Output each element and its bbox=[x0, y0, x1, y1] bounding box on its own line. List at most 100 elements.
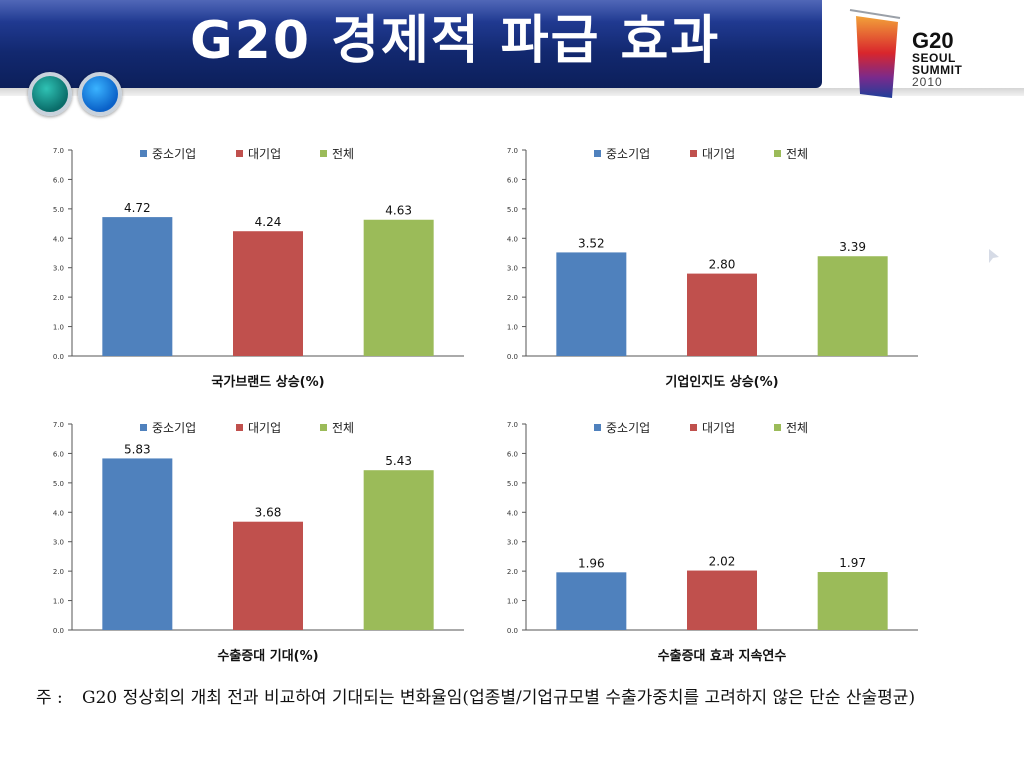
y-tick-label: 6.0 bbox=[53, 450, 64, 458]
y-tick-label: 3.0 bbox=[507, 265, 518, 273]
data-label: 2.80 bbox=[709, 258, 736, 272]
bar-3 bbox=[363, 470, 434, 630]
y-tick-label: 2.0 bbox=[507, 568, 518, 576]
bar-2 bbox=[233, 521, 303, 630]
data-label: 1.97 bbox=[839, 556, 866, 570]
data-label: 3.39 bbox=[839, 240, 866, 254]
footnote-mark: 주 : bbox=[36, 688, 63, 708]
legend-swatch bbox=[594, 150, 601, 157]
y-tick-label: 5.0 bbox=[53, 480, 64, 488]
y-tick-label: 2.0 bbox=[507, 294, 518, 302]
bar-1 bbox=[556, 572, 627, 630]
legend-swatch bbox=[774, 424, 781, 431]
teal-circle-icon bbox=[28, 72, 72, 116]
legend-swatch bbox=[236, 150, 243, 157]
g20-logo: G20 SEOUL SUMMIT 2010 bbox=[842, 8, 1018, 104]
y-tick-label: 2.0 bbox=[53, 294, 64, 302]
data-label: 4.63 bbox=[385, 204, 412, 218]
chart-recognition: 0.0 1.0 2.0 3.0 4.0 5.0 6.0 7.0 3.52 2.80 3.39 중소기업… bbox=[507, 147, 918, 390]
legend-swatch bbox=[690, 424, 697, 431]
legend-label: 중소기업 bbox=[606, 421, 650, 435]
y-tick-label: 4.0 bbox=[53, 235, 64, 243]
logo-text: G20 SEOUL SUMMIT 2010 bbox=[912, 28, 963, 89]
small-pointer-icon bbox=[989, 249, 999, 263]
legend-swatch bbox=[774, 150, 781, 157]
legend-swatch bbox=[140, 150, 147, 157]
legend-label: 전체 bbox=[786, 147, 808, 161]
y-tick-label: 0.0 bbox=[507, 627, 518, 635]
legend-label: 전체 bbox=[332, 421, 354, 435]
bar-1 bbox=[102, 458, 173, 630]
chart-export-years: 0.0 1.0 2.0 3.0 4.0 5.0 6.0 7.0 1.96 2.02 1.97 중소기업… bbox=[507, 421, 918, 664]
data-label: 4.72 bbox=[124, 201, 151, 215]
legend-swatch bbox=[594, 424, 601, 431]
y-tick-label: 5.0 bbox=[53, 206, 64, 214]
data-label: 1.96 bbox=[578, 556, 605, 570]
header-divider bbox=[0, 88, 1024, 96]
y-tick-label: 1.0 bbox=[53, 598, 64, 606]
legend-label: 대기업 bbox=[248, 147, 281, 161]
data-label: 3.52 bbox=[578, 236, 605, 250]
data-label: 5.43 bbox=[385, 454, 412, 468]
blue-circle-icon bbox=[78, 72, 122, 116]
y-tick-label: 5.0 bbox=[507, 206, 518, 214]
data-label: 5.83 bbox=[124, 442, 151, 456]
chart-export-expect: 0.0 1.0 2.0 3.0 4.0 5.0 6.0 7.0 5.83 3.68 5.43 중소기업… bbox=[53, 421, 464, 664]
y-tick-label: 2.0 bbox=[53, 568, 64, 576]
flame-icon bbox=[849, 9, 901, 98]
legend-swatch bbox=[320, 424, 327, 431]
logo-year: 2010 bbox=[912, 75, 943, 89]
bar-1 bbox=[556, 252, 627, 356]
y-tick-label: 6.0 bbox=[507, 176, 518, 184]
y-tick-label: 0.0 bbox=[53, 353, 64, 361]
legend-label: 대기업 bbox=[702, 147, 735, 161]
data-label: 3.68 bbox=[255, 506, 282, 520]
chart-title: 기업인지도 상승(%) bbox=[665, 374, 778, 390]
footnote-text: G20 정상회의 개최 전과 비교하여 기대되는 변화율임(업종별/기업규모별 … bbox=[82, 688, 916, 708]
y-tick-label: 7.0 bbox=[53, 421, 64, 429]
legend-label: 대기업 bbox=[248, 421, 281, 435]
charts-area bbox=[32, 134, 952, 668]
y-tick-label: 4.0 bbox=[507, 509, 518, 517]
chart-title: 국가브랜드 상승(%) bbox=[211, 374, 324, 390]
legend-label: 전체 bbox=[786, 421, 808, 435]
legend-label: 중소기업 bbox=[606, 147, 650, 161]
y-tick-label: 0.0 bbox=[507, 353, 518, 361]
y-tick-label: 3.0 bbox=[53, 539, 64, 547]
y-tick-label: 1.0 bbox=[507, 598, 518, 606]
y-tick-label: 4.0 bbox=[507, 235, 518, 243]
data-label: 2.02 bbox=[709, 555, 736, 569]
logo-summit: SUMMIT bbox=[912, 63, 963, 77]
y-tick-label: 0.0 bbox=[53, 627, 64, 635]
data-label: 4.24 bbox=[255, 215, 282, 229]
y-tick-label: 3.0 bbox=[53, 265, 64, 273]
chart-title: 수출증대 기대(%) bbox=[217, 648, 318, 664]
bar-2 bbox=[687, 273, 757, 356]
y-tick-label: 7.0 bbox=[507, 147, 518, 155]
chart-title: 수출증대 효과 지속연수 bbox=[658, 648, 787, 664]
header-sheen bbox=[0, 0, 822, 22]
legend-label: 전체 bbox=[332, 147, 354, 161]
page-title: G20 경제적 파급 효과 bbox=[190, 11, 721, 71]
chart-brand: 0.0 1.0 2.0 3.0 4.0 5.0 6.0 7.0 4.72 4.24 4.63 중소기업… bbox=[53, 147, 464, 390]
bar-3 bbox=[817, 256, 888, 356]
y-tick-label: 7.0 bbox=[53, 147, 64, 155]
legend-label: 중소기업 bbox=[152, 421, 196, 435]
y-tick-label: 4.0 bbox=[53, 509, 64, 517]
legend-label: 중소기업 bbox=[152, 147, 196, 161]
y-tick-label: 5.0 bbox=[507, 480, 518, 488]
legend-swatch bbox=[236, 424, 243, 431]
legend-label: 대기업 bbox=[702, 421, 735, 435]
y-tick-label: 3.0 bbox=[507, 539, 518, 547]
y-tick-label: 6.0 bbox=[53, 176, 64, 184]
bar-2 bbox=[687, 570, 757, 630]
y-tick-label: 1.0 bbox=[507, 324, 518, 332]
legend-swatch bbox=[690, 150, 697, 157]
logo-seoul: SEOUL bbox=[912, 51, 956, 65]
y-tick-label: 6.0 bbox=[507, 450, 518, 458]
logo-g20: G20 bbox=[912, 28, 954, 53]
y-tick-label: 1.0 bbox=[53, 324, 64, 332]
bar-2 bbox=[233, 231, 303, 356]
bar-1 bbox=[102, 217, 173, 356]
header-bar: G20 경제적 파급 효과 bbox=[0, 0, 822, 88]
